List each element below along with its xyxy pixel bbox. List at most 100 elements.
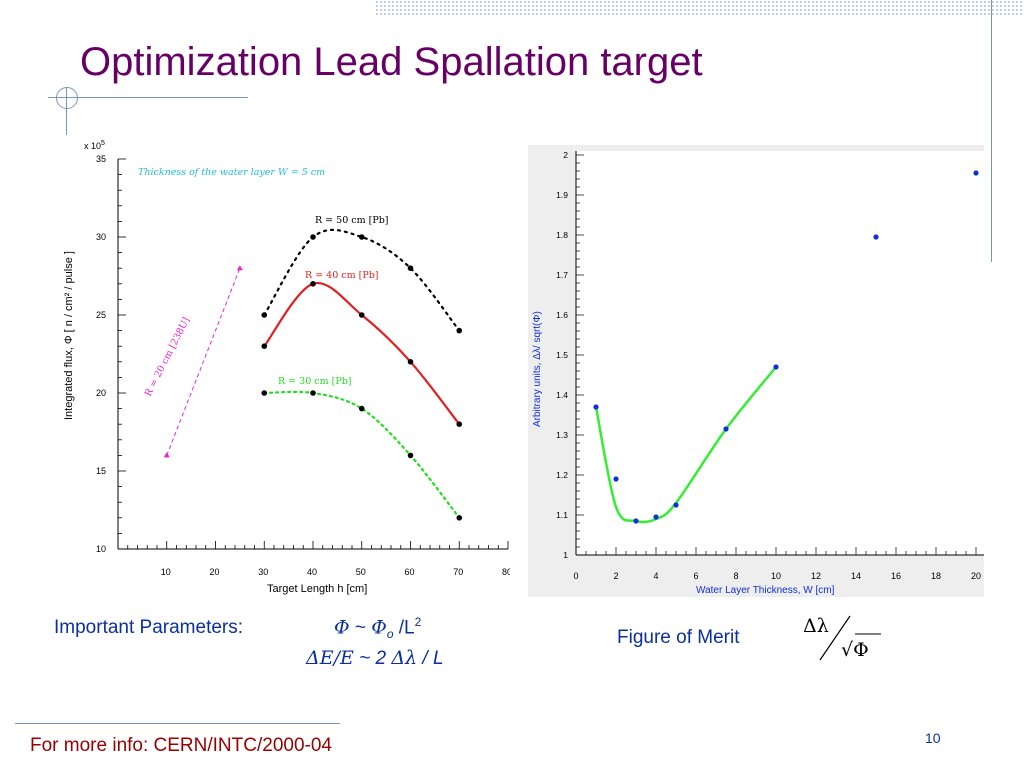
fom-x-tick-label: 6 [693,571,698,581]
fom-plot-area [576,151,984,555]
approx-2: ~ 2 [353,648,392,669]
fom-point [973,170,979,176]
flux-series-3-marker [236,265,243,271]
flux-y-tick-label: 15 [96,466,106,476]
fom-x-tick-label: 10 [771,571,781,581]
figure-of-merit-label: Figure of Merit [617,627,740,648]
fom-ylabel: Arbitrary units, Δλ/ sqrt(Φ) [532,311,543,427]
fom-y-tick-label: 2 [563,150,568,160]
flux-series-1-point [407,359,414,365]
fom-slash [819,615,851,661]
flux-series-0-point [407,265,414,271]
flux-series-3-line [166,268,241,456]
fom-y-tick-label: 1.8 [556,230,568,240]
flux-chart: 10 15 20 25 30 35 10 20 30 40 50 60 70 80 R = 50 cm [… [60,135,510,597]
flux-y-tick-label: 35 [96,154,106,164]
flux-series-0-point [261,312,268,318]
fom-y-tick-label: 1.5 [556,350,568,360]
flux-series-0-point [456,327,463,334]
important-parameters-label: Important Parameters: [54,617,244,638]
fom-y-tick-label: 1.7 [556,270,568,280]
figure-of-merit-chart: 11.11.21.31.41.51.61.71.81.920 2 4 6 8 10 12 14… [528,145,984,597]
fom-denominator: √Φ [841,639,869,661]
fom-xlabel: Water Layer Thickness, W [cm] [696,585,835,596]
phi-o-symbol: Φ [371,616,387,639]
flux-series-2-point [261,390,268,396]
flux-x-tick-label: 60 [405,567,415,577]
fom-x-tick-label: 14 [851,571,861,581]
tilde: ~ [349,617,372,639]
flux-series-0-curve [263,228,461,332]
flux-x-tick-label: 30 [258,567,268,577]
decorative-dot-band [375,0,1024,16]
footer-reference: For more info: CERN/INTC/2000-04 [30,735,332,756]
flux-series-2-point [358,405,365,412]
fom-y-tick-label: 1.4 [556,390,568,400]
phi-symbol: Φ [334,616,350,639]
flux-x-tick-label: 20 [210,567,220,577]
fom-numerator: Δλ [803,615,829,637]
flux-ylabel: Integrated flux, Φ [ n / cm² / pulse ] [63,251,75,420]
fom-point [873,234,879,240]
slide-title: Optimization Lead Spallation target [80,40,703,84]
fom-x-tick-label: 0 [573,571,578,581]
superscript-2: 2 [414,615,422,629]
flux-x-tick-label: 50 [356,567,366,577]
flux-series-0-point [358,234,365,240]
parameter-formula-1: Φ ~ Φo /L2 [334,615,421,641]
fom-point [593,404,599,410]
flux-series-2-point [456,515,463,521]
flux-x-tick-label: 70 [453,567,463,577]
fom-point [653,514,659,520]
flux-annotation: Thickness of the water layer W = 5 cm [138,167,325,178]
flux-series-2-curve [263,390,461,519]
flux-chart-background [60,135,510,597]
fom-x-tick-label: 20 [971,571,981,581]
decorative-vertical-line [991,0,992,262]
footer-divider [15,723,340,724]
flux-scale-label: x 105 [84,140,105,151]
fom-point [613,476,619,482]
flux-series-1-point [456,421,463,428]
flux-x-tick-label: 10 [161,567,171,577]
decorative-left-line [66,87,67,135]
fom-point [723,426,729,432]
over-l: /L [393,617,415,639]
flux-series-0-label: R = 50 cm [Pb] [315,215,389,226]
parameter-formula-2: ΔE/E ~ 2 Δλ / L [306,647,444,670]
flux-series-3-marker [163,452,170,458]
decorative-title-underline [48,97,248,98]
flux-y-tick-label: 20 [96,388,106,398]
delta-lambda: Δλ [391,647,418,669]
fom-x-tick-label: 18 [931,571,941,581]
flux-series-1-point [358,312,365,318]
fom-x-tick-label: 4 [653,571,658,581]
flux-x-tick-label: 80 [502,567,510,577]
fom-point [633,518,639,524]
fom-x-tick-label: 12 [811,571,821,581]
fom-y-tick-label: 1 [563,550,568,560]
flux-series-1-point [310,281,316,287]
fom-x-tick-label: 2 [613,571,618,581]
fom-x-tick-label: 16 [891,571,901,581]
decorative-circle [56,87,78,109]
subscript-o: o [386,627,394,642]
flux-series-2-point [407,452,414,459]
fom-y-tick-label: 1.3 [556,430,568,440]
fom-x-tick-label: 8 [733,571,738,581]
flux-y-tick-label: 10 [96,544,106,554]
flux-y-tick-label: 25 [96,310,106,320]
flux-xlabel: Target Length h [cm] [267,583,367,595]
flux-x-tick-label: 40 [307,567,317,577]
figure-of-merit-formula: Δλ √Φ [803,615,881,661]
flux-series-0-point [310,234,316,240]
page-number: 10 [925,730,941,746]
over-l-2: / L [417,648,444,669]
fom-point [773,364,779,370]
fom-y-tick-label: 1.2 [556,470,568,480]
flux-y-tick-label: 30 [96,232,106,242]
de-over-e: ΔE/E [306,647,354,669]
flux-series-2-point [310,390,316,396]
fom-point [673,502,679,508]
fom-y-tick-label: 1.9 [556,190,568,200]
